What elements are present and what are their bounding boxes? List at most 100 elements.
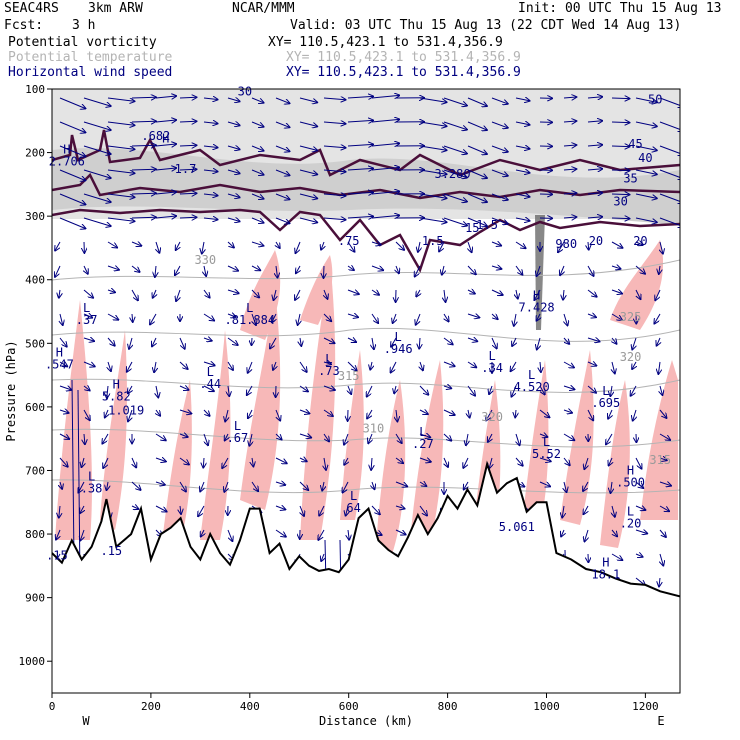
wind-vector-595	[659, 577, 660, 586]
wind-vector-379	[443, 361, 455, 366]
wind-vector-74	[131, 217, 156, 218]
theta-labels: 330 325 320 320 315 310 315	[194, 253, 671, 467]
x-tick-label-5: 1000	[533, 700, 560, 713]
wind-vector-82	[128, 409, 132, 421]
wind-vector-10	[59, 337, 67, 347]
wind-vector-198	[249, 433, 252, 446]
wind-vector-588	[659, 409, 667, 418]
y-tick-label-2: 300	[25, 210, 45, 223]
wind-vector-496	[563, 410, 572, 413]
extremum-marker-5: L	[207, 365, 214, 379]
wind-vector-534	[611, 218, 629, 219]
wind-vector-214	[276, 265, 278, 278]
wind-vector-511	[587, 217, 602, 218]
wind-vector-515	[587, 314, 596, 317]
wind-vector-546	[612, 505, 615, 517]
wind-vector-506	[587, 97, 602, 98]
wind-vector-278	[347, 144, 373, 146]
extremum-value-5: .44	[199, 377, 221, 391]
wind-vector-291	[344, 457, 348, 465]
extremum-value-19: 18.1	[591, 568, 620, 582]
wind-vector-374	[439, 241, 445, 251]
wind-vector-40	[80, 505, 84, 513]
wind-vector-559	[635, 265, 645, 274]
wind-vector-589	[659, 433, 670, 440]
wind-vector-378	[443, 337, 453, 344]
header-fcst-value: 3 h	[72, 18, 96, 33]
wind-vector-571	[635, 554, 643, 557]
wind-vector-103	[154, 361, 156, 372]
wind-vector-59	[105, 409, 108, 417]
field-xy-pv: XY= 110.5,423.1 to 531.4,356.9	[268, 35, 503, 50]
wind-vector-334	[394, 385, 396, 393]
wind-vector-197	[248, 409, 252, 418]
wind-vector-598	[72, 379, 74, 560]
wind-vector-592	[659, 505, 669, 511]
wind-vector-256	[323, 170, 346, 172]
wind-vector-576	[659, 121, 680, 131]
wind-vector-303	[371, 191, 399, 194]
wind-vector-141	[203, 170, 218, 172]
wind-vector-372	[443, 193, 467, 202]
wind-vector-286	[347, 338, 356, 342]
wind-vector-568	[635, 481, 643, 488]
speed-label-0: 50	[648, 93, 662, 107]
wind-vector-287	[347, 361, 357, 370]
extremum-value-6: .67	[227, 431, 249, 445]
wind-vector-591	[659, 482, 671, 486]
wind-vector-54	[107, 290, 115, 292]
wind-vector-224	[275, 506, 285, 510]
wind-vector-329	[396, 265, 399, 273]
extremum-marker-19: H	[602, 556, 609, 570]
wind-vector-575	[659, 97, 680, 107]
wind-vector-190	[251, 242, 263, 246]
extremum-marker-6: L	[234, 419, 241, 433]
wind-vector-543	[606, 433, 613, 444]
wind-vector-34	[83, 361, 95, 366]
wind-vector-333	[391, 361, 397, 373]
wind-vector-117	[179, 145, 196, 146]
wind-vector-490	[560, 265, 564, 275]
wind-vector-336	[395, 433, 402, 443]
wind-vector-24	[83, 121, 111, 130]
wind-vector-448	[511, 361, 517, 371]
wind-vector-469	[537, 313, 541, 321]
wind-vector-179	[227, 529, 232, 541]
wind-vector-562	[632, 337, 636, 349]
wind-vector-475	[539, 458, 551, 461]
wind-vector-483	[563, 97, 576, 98]
wind-vector-494	[563, 361, 574, 368]
field-name-wind: Horizontal wind speed	[8, 65, 173, 80]
wind-vector-451	[516, 433, 520, 445]
wind-vector-5	[59, 217, 85, 229]
wind-vector-301	[371, 143, 399, 146]
wind-vector-350	[419, 217, 447, 222]
wind-vector-94	[155, 144, 176, 146]
wind-vector-556	[635, 193, 657, 198]
wind-vector-380	[443, 386, 451, 388]
wind-vector-102	[152, 337, 156, 346]
extremum-marker-17: L	[627, 505, 634, 519]
wind-vector-393	[467, 145, 487, 154]
wind-vector-346	[419, 121, 447, 126]
field-name-pv: Potential vorticity	[8, 35, 157, 50]
wind-vector-176	[222, 457, 229, 468]
wind-vector-35	[83, 386, 90, 390]
y-tick-label-8: 900	[25, 592, 45, 605]
x-tick-label-0: 0	[49, 700, 56, 713]
wind-vector-31	[83, 289, 93, 298]
wind-vector-4	[59, 193, 85, 205]
extremum-marker-30: H	[162, 131, 169, 145]
wind-vector-225	[275, 529, 286, 537]
wind-vector-242	[299, 385, 308, 391]
field-xy-theta: XY= 110.5,423.1 to 531.4,356.9	[286, 50, 521, 65]
y-axis: 100 200 300 400 500 600 700 800 900 1000	[19, 83, 52, 668]
wind-vector-593	[659, 529, 666, 537]
wind-vector-208	[275, 121, 290, 127]
wind-vector-352	[415, 265, 421, 277]
wind-vector-118	[179, 169, 196, 170]
wind-vector-484	[563, 121, 576, 122]
wind-vector-80	[127, 361, 133, 372]
wind-vector-445	[516, 289, 518, 299]
wind-vector-268	[324, 457, 326, 470]
